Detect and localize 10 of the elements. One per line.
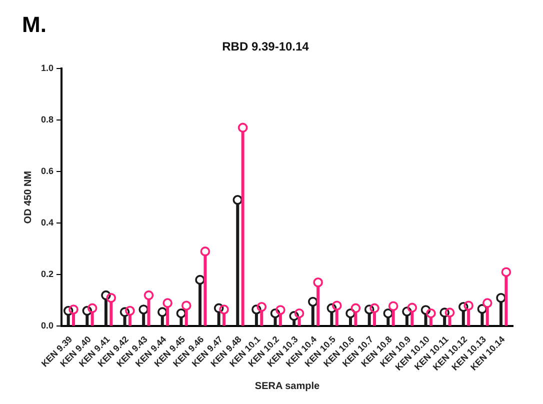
chart-title: RBD 9.39-10.14 [222, 40, 310, 54]
y-tick-label: 1.0 [40, 62, 54, 73]
y-tick-label: 0.2 [40, 269, 54, 280]
y-tick-label: 0.8 [40, 114, 54, 124]
x-axis-title: SERA sample [254, 380, 320, 392]
text: M. [22, 12, 46, 38]
y-tick-label: 0.6 [40, 166, 54, 176]
y-tick-label: 0.0 [40, 320, 54, 331]
y-axis-title: OD 450 NM [22, 170, 34, 224]
y-tick-label: 0.4 [40, 218, 54, 228]
